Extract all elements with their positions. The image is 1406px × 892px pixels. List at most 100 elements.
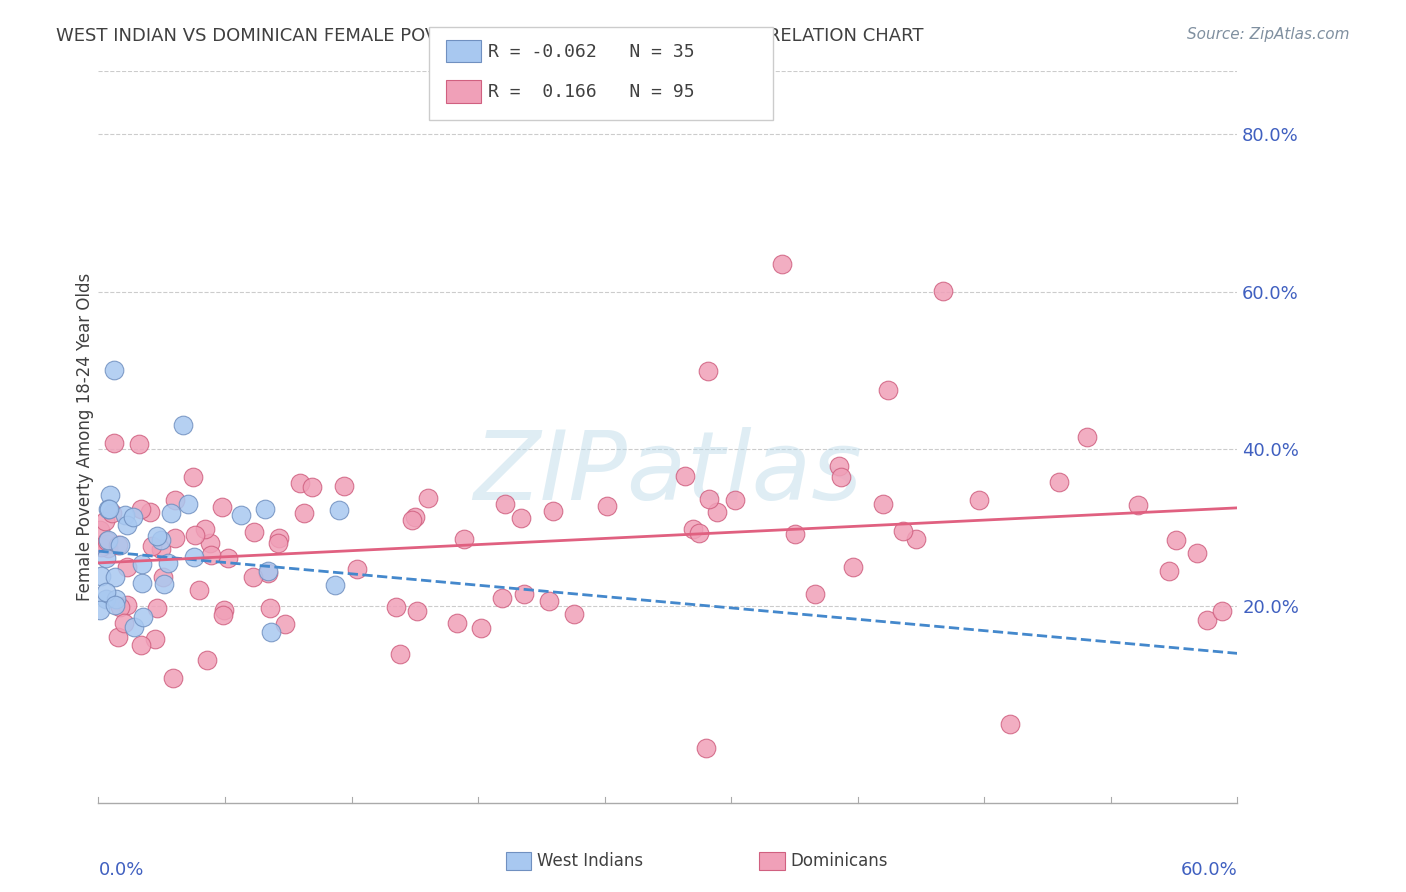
- Dominicans: [93, 515, 115, 529]
- West Indians: [104, 591, 127, 606]
- West Indians: [146, 528, 169, 542]
- Text: ZIPatlas: ZIPatlas: [474, 427, 862, 520]
- Dominicans: [470, 621, 492, 635]
- Dominicans: [267, 536, 290, 550]
- Dominicans: [783, 526, 806, 541]
- Dominicans: [242, 570, 264, 584]
- West Indians: [117, 517, 139, 532]
- Dominicans: [494, 497, 516, 511]
- West Indians: [325, 578, 347, 592]
- Dominicans: [537, 593, 560, 607]
- West Indians: [177, 497, 200, 511]
- Dominicans: [699, 491, 721, 506]
- Dominicans: [406, 604, 429, 618]
- Dominicans: [416, 491, 439, 505]
- Dominicans: [259, 601, 281, 615]
- Dominicans: [998, 717, 1021, 731]
- Text: R = -0.062   N = 35: R = -0.062 N = 35: [488, 43, 695, 61]
- West Indians: [231, 508, 253, 522]
- Dominicans: [146, 601, 169, 615]
- Dominicans: [200, 549, 222, 563]
- Dominicans: [877, 383, 900, 397]
- Dominicans: [107, 538, 129, 552]
- Dominicans: [184, 528, 207, 542]
- Dominicans: [211, 500, 233, 514]
- Dominicans: [1126, 498, 1149, 512]
- Dominicans: [89, 523, 111, 537]
- Dominicans: [543, 504, 565, 518]
- Dominicans: [596, 499, 619, 513]
- Dominicans: [107, 630, 129, 644]
- Dominicans: [217, 550, 239, 565]
- West Indians: [104, 598, 127, 612]
- West Indians: [114, 508, 136, 523]
- West Indians: [153, 577, 176, 591]
- West Indians: [253, 502, 276, 516]
- Dominicans: [404, 509, 426, 524]
- West Indians: [172, 417, 194, 432]
- Dominicans: [212, 607, 235, 622]
- Dominicans: [830, 470, 852, 484]
- Dominicans: [401, 513, 423, 527]
- West Indians: [97, 502, 120, 516]
- Dominicans: [1211, 604, 1233, 618]
- West Indians: [98, 487, 121, 501]
- Dominicans: [724, 493, 747, 508]
- Dominicans: [804, 587, 827, 601]
- Dominicans: [453, 533, 475, 547]
- West Indians: [160, 506, 183, 520]
- Dominicans: [697, 364, 720, 378]
- Dominicans: [269, 531, 291, 545]
- Dominicans: [112, 616, 135, 631]
- West Indians: [328, 503, 350, 517]
- West Indians: [131, 576, 153, 591]
- Dominicans: [842, 559, 865, 574]
- West Indians: [121, 509, 143, 524]
- Dominicans: [96, 537, 118, 551]
- West Indians: [131, 557, 153, 571]
- Dominicans: [904, 533, 927, 547]
- Dominicans: [384, 599, 406, 614]
- Dominicans: [108, 600, 131, 615]
- Dominicans: [194, 523, 217, 537]
- Dominicans: [103, 436, 125, 450]
- Dominicans: [872, 497, 894, 511]
- Dominicans: [165, 532, 187, 546]
- West Indians: [156, 556, 179, 570]
- Dominicans: [446, 615, 468, 630]
- Dominicans: [682, 522, 704, 536]
- West Indians: [90, 568, 112, 582]
- Dominicans: [695, 740, 717, 755]
- Dominicans: [181, 470, 204, 484]
- Dominicans: [513, 587, 536, 601]
- West Indians: [97, 533, 120, 548]
- Dominicans: [188, 582, 211, 597]
- Dominicans: [100, 506, 122, 520]
- Dominicans: [389, 647, 412, 661]
- Dominicans: [491, 591, 513, 605]
- Dominicans: [163, 492, 186, 507]
- Text: 60.0%: 60.0%: [1181, 862, 1237, 880]
- Text: Source: ZipAtlas.com: Source: ZipAtlas.com: [1187, 27, 1350, 42]
- Dominicans: [243, 524, 266, 539]
- Dominicans: [828, 458, 851, 473]
- West Indians: [89, 603, 111, 617]
- West Indians: [256, 564, 278, 578]
- Dominicans: [97, 541, 120, 556]
- West Indians: [98, 501, 121, 516]
- Y-axis label: Female Poverty Among 18-24 Year Olds: Female Poverty Among 18-24 Year Olds: [76, 273, 94, 601]
- Dominicans: [509, 511, 531, 525]
- Dominicans: [162, 671, 184, 685]
- Dominicans: [96, 534, 118, 549]
- West Indians: [122, 620, 145, 634]
- Dominicans: [1164, 533, 1187, 547]
- Dominicans: [212, 603, 235, 617]
- West Indians: [96, 551, 118, 566]
- West Indians: [260, 625, 283, 640]
- Text: Dominicans: Dominicans: [790, 852, 887, 870]
- Text: R =  0.166   N = 95: R = 0.166 N = 95: [488, 83, 695, 101]
- Dominicans: [1047, 475, 1070, 489]
- Dominicans: [141, 540, 163, 554]
- Dominicans: [688, 525, 710, 540]
- Dominicans: [1195, 613, 1218, 627]
